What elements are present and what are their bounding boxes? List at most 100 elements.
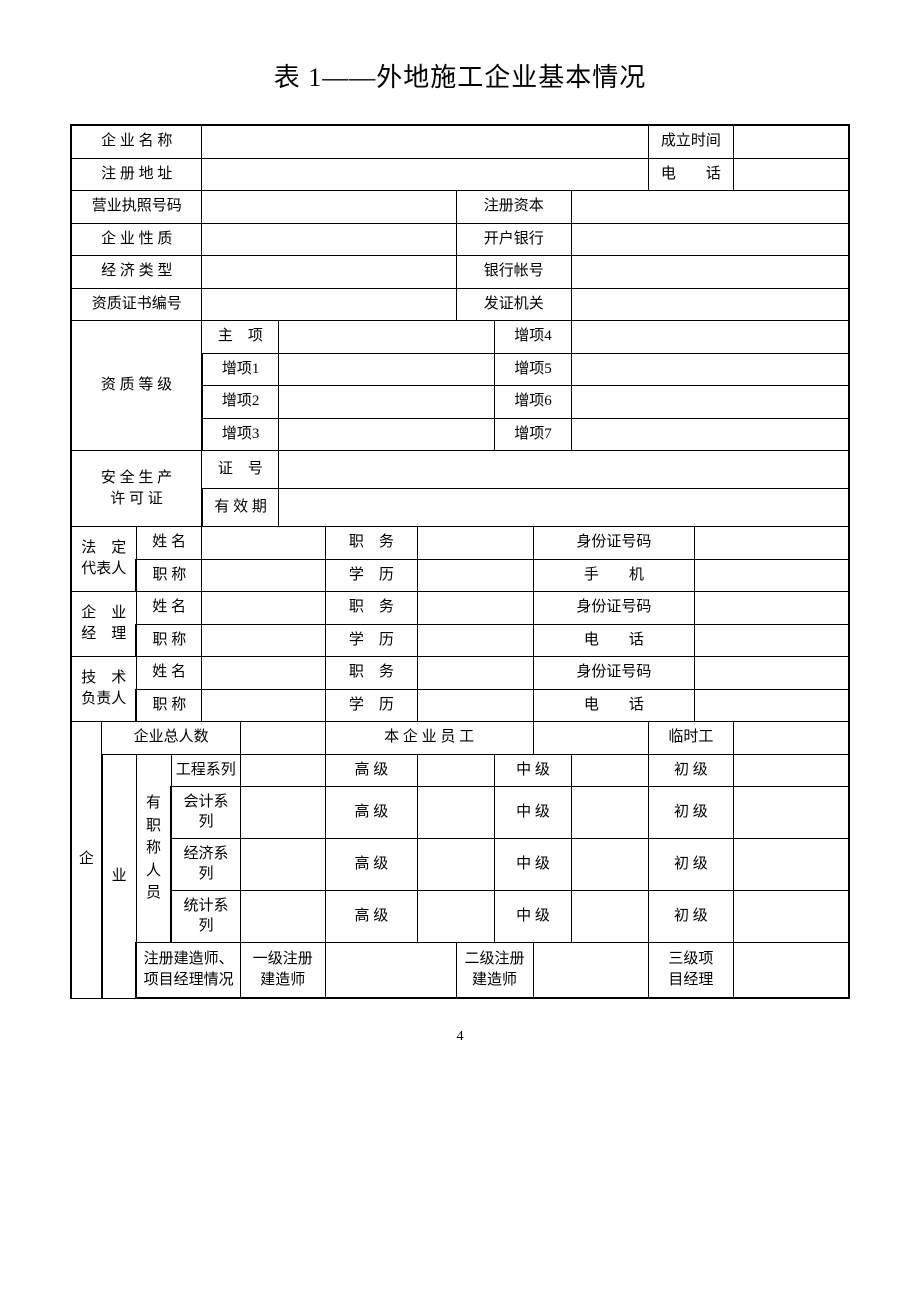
field-phone	[733, 158, 849, 191]
label-register-address: 注 册 地 址	[71, 158, 202, 191]
label-economy-type: 经 济 类 型	[71, 256, 202, 289]
field-tl-jobtitle	[202, 689, 325, 722]
field-temporary	[733, 722, 849, 755]
label-eco-senior: 高 级	[325, 839, 417, 891]
label-eng-junior: 初 级	[649, 754, 734, 787]
field-stat-senior	[418, 891, 495, 943]
field-lr-mobile	[695, 559, 849, 592]
field-stat-middle	[572, 891, 649, 943]
label-tl-education: 学 历	[325, 689, 417, 722]
label-lr-position: 职 务	[325, 527, 417, 560]
label-pm-status: 注册建造师、项目经理情况	[136, 943, 240, 999]
label-cert-no: 证 号	[202, 451, 279, 489]
field-economy-type	[202, 256, 456, 289]
field-acc-junior	[733, 787, 849, 839]
label-add7: 增项7	[495, 418, 572, 451]
field-tl-id	[695, 657, 849, 690]
field-lr-position	[418, 527, 534, 560]
field-lr-jobtitle	[202, 559, 325, 592]
field-mgr-id	[695, 592, 849, 625]
label-eco-series: 经济系列	[171, 839, 240, 891]
field-add3	[279, 418, 495, 451]
label-mgr-position: 职 务	[325, 592, 417, 625]
field-company-nature	[202, 223, 456, 256]
label-eco-middle: 中 级	[495, 839, 572, 891]
field-add1	[279, 353, 495, 386]
label-eco-junior: 初 级	[649, 839, 734, 891]
document-title: 表 1——外地施工企业基本情况	[70, 57, 850, 94]
field-company-name	[202, 125, 649, 158]
field-lr-name	[202, 527, 325, 560]
label-lr-mobile: 手 机	[533, 559, 695, 592]
label-eng-middle: 中 级	[495, 754, 572, 787]
label-ps1: 企	[71, 722, 102, 999]
field-add6	[572, 386, 849, 419]
field-l2-builder	[533, 943, 649, 999]
field-acc-total	[240, 787, 325, 839]
field-main-item	[279, 321, 495, 354]
field-valid-period	[279, 489, 849, 527]
label-title-holders: 有职称人员	[136, 754, 171, 943]
label-tl-jobtitle: 职 称	[136, 689, 201, 722]
field-register-capital	[572, 191, 849, 224]
label-stat-series: 统计系列	[171, 891, 240, 943]
label-bank-account: 银行帐号	[456, 256, 572, 289]
label-lr-jobtitle: 职 称	[136, 559, 201, 592]
field-mgr-name	[202, 592, 325, 625]
field-eco-total	[240, 839, 325, 891]
label-establish-time: 成立时间	[649, 125, 734, 158]
page-number: 4	[70, 1029, 850, 1045]
label-tl-name: 姓 名	[136, 657, 201, 690]
label-acc-series: 会计系列	[171, 787, 240, 839]
field-add2	[279, 386, 495, 419]
field-tl-education	[418, 689, 534, 722]
label-main-item: 主 项	[202, 321, 279, 354]
label-valid-period: 有 效 期	[202, 489, 279, 527]
label-acc-middle: 中 级	[495, 787, 572, 839]
field-bank-account	[572, 256, 849, 289]
label-total-count: 企业总人数	[102, 722, 241, 755]
label-add4: 增项4	[495, 321, 572, 354]
field-tl-name	[202, 657, 325, 690]
field-tl-phone	[695, 689, 849, 722]
label-company-nature: 企 业 性 质	[71, 223, 202, 256]
label-stat-middle: 中 级	[495, 891, 572, 943]
label-lr-name: 姓 名	[136, 527, 201, 560]
label-tl-phone: 电 话	[533, 689, 695, 722]
label-eng-senior: 高 级	[325, 754, 417, 787]
label-mgr-name: 姓 名	[136, 592, 201, 625]
label-temporary: 临时工	[649, 722, 734, 755]
label-mgr-jobtitle: 职 称	[136, 624, 201, 657]
field-tl-position	[418, 657, 534, 690]
label-add5: 增项5	[495, 353, 572, 386]
label-legal-rep: 法 定代表人	[71, 527, 136, 592]
label-acc-senior: 高 级	[325, 787, 417, 839]
field-qual-cert-no	[202, 288, 456, 321]
label-add6: 增项6	[495, 386, 572, 419]
label-manager: 企 业经 理	[71, 592, 136, 657]
field-lr-education	[418, 559, 534, 592]
field-add4	[572, 321, 849, 354]
label-mgr-phone: 电 话	[533, 624, 695, 657]
label-add2: 增项2	[202, 386, 279, 419]
field-mgr-position	[418, 592, 534, 625]
label-stat-junior: 初 级	[649, 891, 734, 943]
label-add1: 增项1	[202, 353, 279, 386]
field-stat-total	[240, 891, 325, 943]
field-eco-junior	[733, 839, 849, 891]
label-tl-position: 职 务	[325, 657, 417, 690]
field-biz-license	[202, 191, 456, 224]
label-issuer: 发证机关	[456, 288, 572, 321]
label-stat-senior: 高 级	[325, 891, 417, 943]
label-regular-emp: 本 企 业 员 工	[325, 722, 533, 755]
field-cert-no	[279, 451, 849, 489]
field-eng-middle	[572, 754, 649, 787]
field-eng-total	[240, 754, 325, 787]
field-register-address	[202, 158, 649, 191]
label-mgr-id: 身份证号码	[533, 592, 695, 625]
label-phone: 电 话	[649, 158, 734, 191]
label-safety-permit: 安 全 生 产许 可 证	[71, 451, 202, 527]
label-mgr-education: 学 历	[325, 624, 417, 657]
field-eco-middle	[572, 839, 649, 891]
field-bank	[572, 223, 849, 256]
